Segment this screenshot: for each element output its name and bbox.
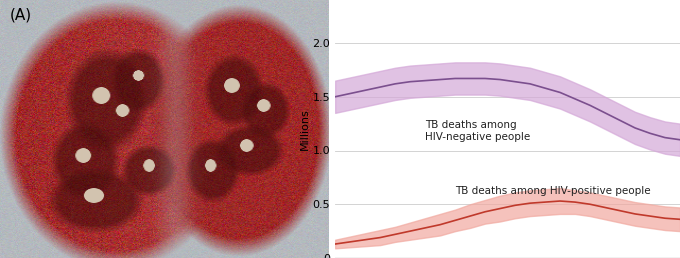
Text: TB deaths among
HIV-negative people: TB deaths among HIV-negative people: [425, 120, 530, 142]
Text: TB deaths among HIV-positive people: TB deaths among HIV-positive people: [455, 186, 651, 196]
Text: (A): (A): [10, 8, 32, 23]
Y-axis label: Millions: Millions: [300, 108, 310, 150]
